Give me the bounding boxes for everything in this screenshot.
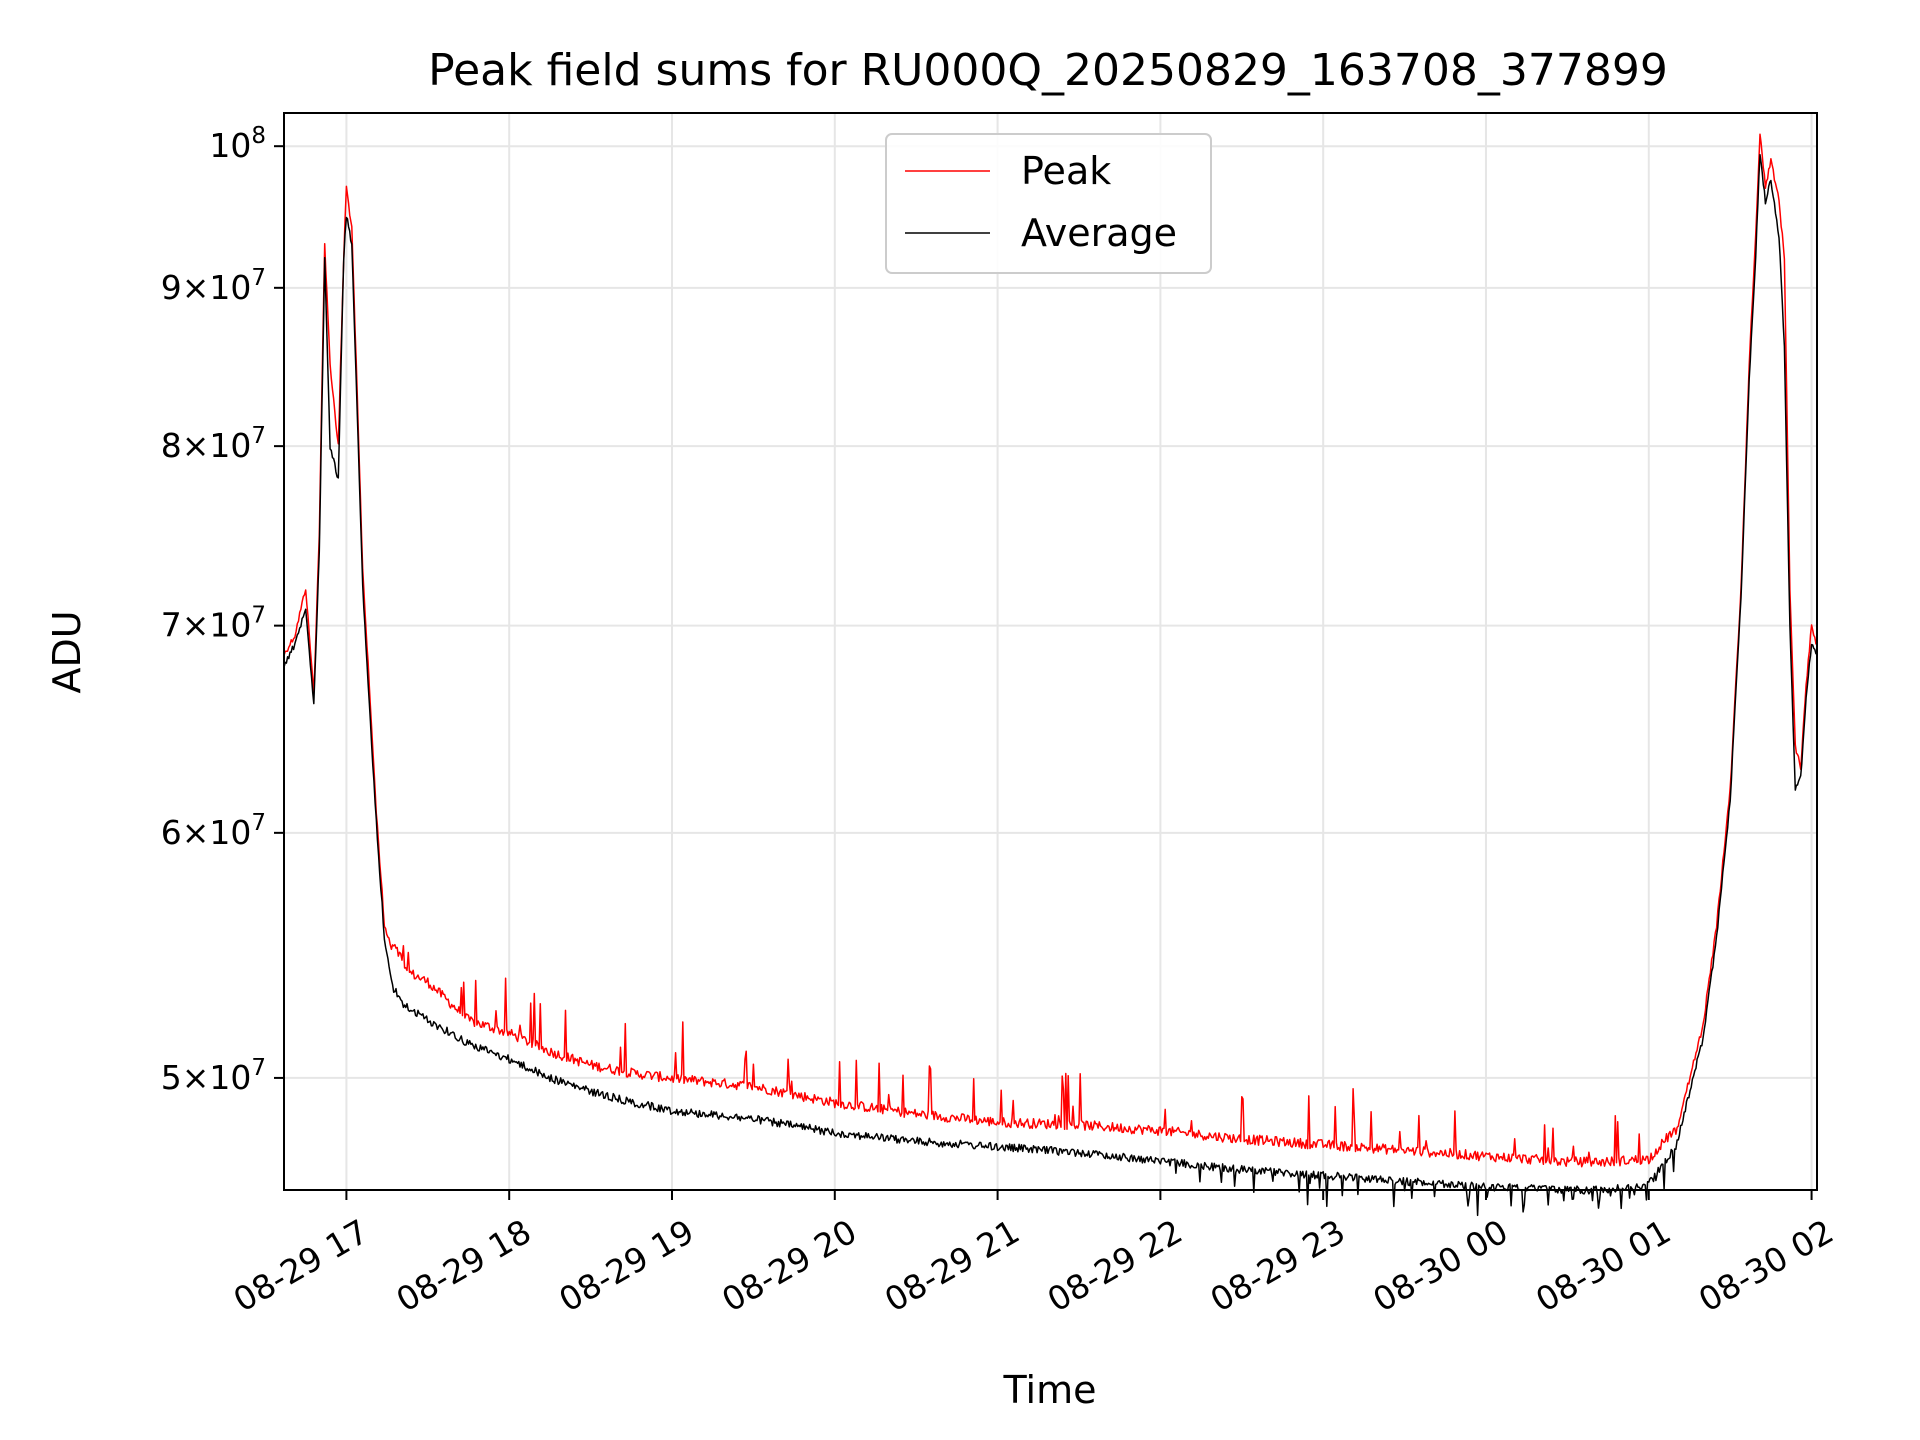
legend-label-average: Average	[1021, 211, 1177, 255]
legend: Peak Average	[885, 133, 1212, 274]
y-axis-title: ADU	[45, 610, 89, 693]
y-tick-label: 7×107	[161, 603, 266, 645]
series-line-peak	[283, 133, 1818, 1168]
legend-box	[885, 133, 1212, 274]
legend-label-peak: Peak	[1021, 149, 1111, 193]
y-tick-label: 5×107	[161, 1055, 266, 1097]
plot-frame	[283, 112, 1818, 1191]
y-tick-label: 8×107	[161, 423, 266, 465]
x-axis-title: Time	[1003, 1368, 1097, 1412]
y-tick-label: 6×107	[161, 810, 266, 852]
chart-title: Peak field sums for RU000Q_20250829_1637…	[428, 45, 1668, 96]
y-tick-label: 9×107	[161, 265, 266, 307]
